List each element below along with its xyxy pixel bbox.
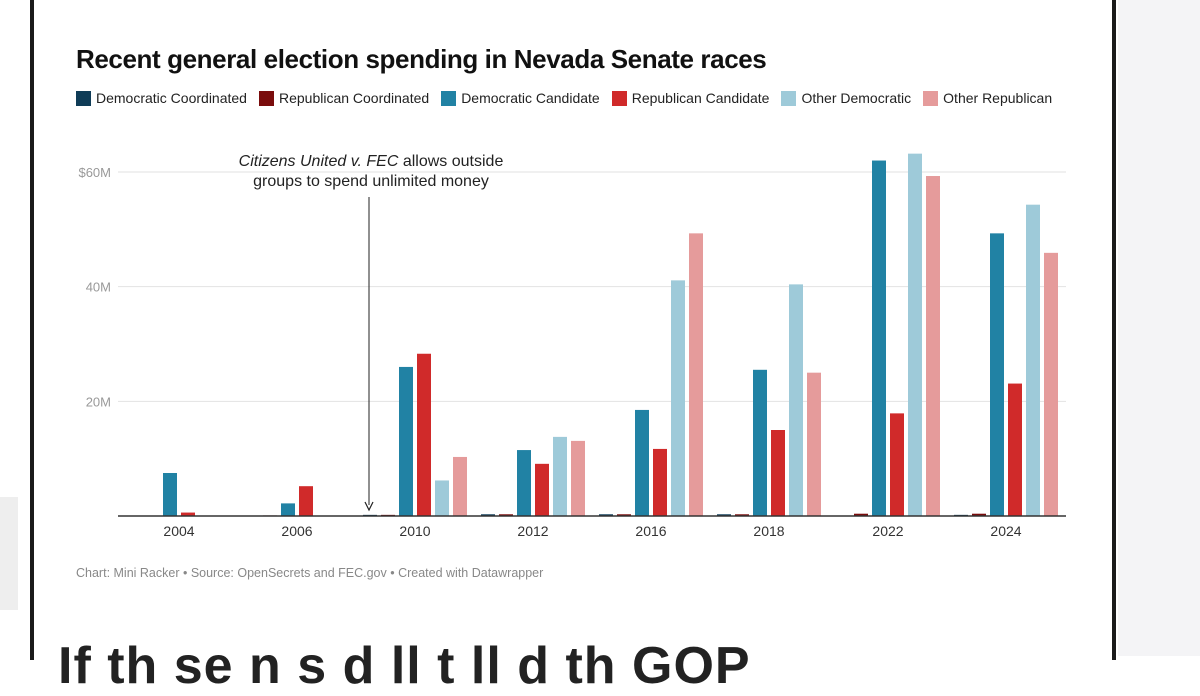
bar: [435, 480, 449, 516]
legend-swatch: [781, 90, 797, 106]
bar: [926, 176, 940, 516]
annotation-text-line2: groups to spend unlimited money: [253, 173, 489, 190]
bar: [163, 473, 177, 516]
y-tick-label: 40M: [86, 280, 111, 295]
legend-label: Republican Candidate: [631, 90, 770, 106]
x-tick-label: 2018: [753, 523, 784, 539]
legend-swatch: [923, 90, 939, 106]
annotation-text-line1: Citizens United v. FEC allows outside: [239, 153, 504, 170]
legend-label: Republican Coordinated: [278, 90, 430, 106]
bar: [553, 436, 567, 516]
y-tick-label: $60M: [78, 165, 111, 180]
bar: [671, 280, 685, 516]
bar: [617, 514, 631, 516]
legend-label: Other Republican: [943, 90, 1053, 106]
legend-swatch: [76, 90, 91, 106]
bar: [499, 514, 513, 516]
legend-item: Republican Coordinated: [258, 90, 430, 106]
bar: [908, 153, 922, 517]
bar: [399, 366, 413, 516]
bar: [635, 409, 649, 516]
x-tick-label: 2024: [990, 523, 1021, 539]
legend-label: Democratic Candidate: [461, 90, 600, 106]
x-tick-label: 2004: [163, 523, 194, 539]
x-tick-label: 2006: [281, 523, 312, 539]
bar: [717, 514, 731, 516]
bar: [1008, 383, 1022, 516]
legend-item: Democratic Candidate: [441, 90, 600, 106]
bar: [571, 440, 585, 516]
background-panel-right: [1118, 0, 1200, 656]
bar: [890, 413, 904, 516]
chart-footer: Chart: Mini Racker • Source: OpenSecrets…: [76, 566, 544, 580]
legend-item: Republican Candidate: [611, 90, 770, 106]
x-tick-label: 2010: [399, 523, 430, 539]
bar: [1044, 252, 1058, 516]
x-tick-label: 2012: [517, 523, 548, 539]
bar: [1026, 204, 1040, 516]
article-text-cropped: If th se n s d ll t ll d th GOP: [58, 637, 751, 695]
bar: [771, 430, 785, 516]
bar: [753, 369, 767, 516]
annotation-rest-text: allows outside: [398, 153, 503, 170]
bar: [872, 160, 886, 517]
bar: [299, 486, 313, 516]
legend-item: Other Democratic: [781, 90, 911, 106]
bar: [990, 233, 1004, 516]
legend-swatch: [258, 90, 274, 106]
annotation-italic-text: Citizens United v. FEC: [239, 153, 399, 170]
bar: [972, 513, 986, 516]
bar: [481, 514, 495, 516]
legend-swatch: [611, 90, 627, 106]
bar: [735, 514, 749, 516]
legend-label: Other Democratic: [801, 90, 912, 106]
bar: [854, 513, 868, 516]
chart-legend: Democratic Coordinated Republican Coordin…: [76, 89, 1064, 107]
legend-item: Democratic Coordinated: [76, 90, 247, 106]
bar: [181, 512, 195, 516]
x-tick-label: 2022: [872, 523, 903, 539]
bar: [789, 284, 803, 516]
background-panel-left: [0, 497, 18, 610]
chart-title: Recent general election spending in Neva…: [76, 44, 767, 74]
bar: [807, 372, 821, 516]
legend-item: Other Republican: [923, 90, 1052, 106]
legend-label: Democratic Coordinated: [96, 90, 247, 106]
y-tick-label: 20M: [86, 394, 111, 409]
bar: [535, 463, 549, 516]
legend-swatch: [441, 90, 457, 106]
bar: [653, 448, 667, 516]
bar: [517, 450, 531, 516]
bar: [689, 233, 703, 516]
bar: [281, 503, 295, 516]
bar: [417, 353, 431, 516]
x-tick-label: 2016: [635, 523, 666, 539]
bar: [453, 456, 467, 516]
bar-chart: 20M 40M $60M 2004 2006 2010 2012 2016 2018 2022 20…: [78, 153, 1066, 539]
annotation-arrow-head: [364, 501, 374, 512]
bar: [599, 514, 613, 516]
